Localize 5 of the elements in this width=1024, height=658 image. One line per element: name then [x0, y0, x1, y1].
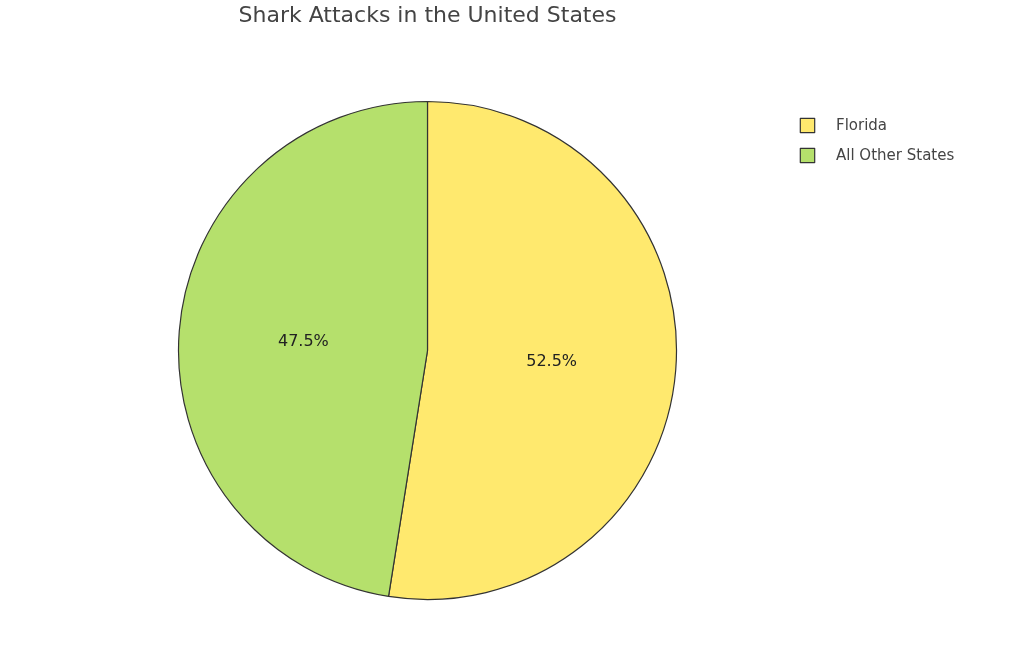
data-label: 52.5% [526, 350, 578, 370]
data-label: 47.5% [277, 331, 329, 351]
chart-title: Shark Attacks in the United States [238, 2, 617, 27]
legend-label: All Other States [836, 146, 955, 164]
legend-label: Florida [836, 116, 888, 134]
